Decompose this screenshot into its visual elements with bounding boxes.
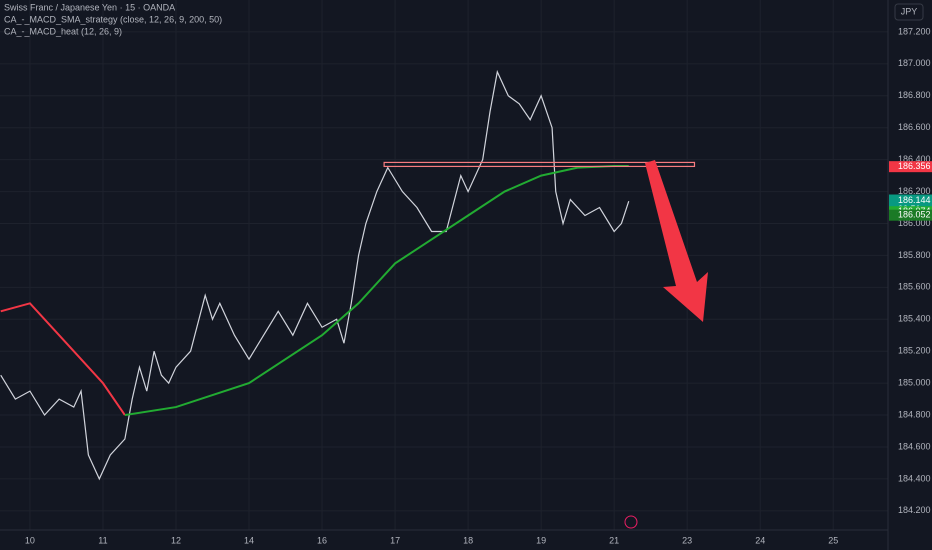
axes: 184.200 184.400 184.600 184.800 185.000 185.2… [25,26,932,545]
y-tick-label: 184.600 [898,441,931,451]
x-tick-label: 25 [828,535,838,545]
x-tick-label: 16 [317,535,327,545]
grid [0,0,888,530]
y-tick-label: 186.200 [898,186,931,196]
y-tick-label: 184.800 [898,409,931,419]
x-tick-label: 18 [463,535,473,545]
price-tag [889,209,932,221]
event-icon[interactable] [624,515,638,529]
price-tag-label: 186.356 [898,161,931,171]
y-tick-label: 184.400 [898,473,931,483]
resistance-level [383,161,696,168]
price-line [0,69,630,481]
chart-title: Swiss Franc / Japanese Yen · 15 · OANDA [4,2,175,12]
x-tick-label: 24 [755,535,765,545]
y-tick-label: 186.800 [898,90,931,100]
indicator: CA_-_MACD_heat (12, 26, 9) [4,26,122,36]
x-tick-label: 21 [609,535,619,545]
indicator: CA_-_MACD_SMA_strategy (close, 12, 26, 9… [4,14,222,24]
y-tick-label: 184.200 [898,505,931,515]
x-tick-label: 19 [536,535,546,545]
currency-button[interactable] [894,3,924,21]
price-tag-label: 186.144 [898,195,931,205]
y-tick-label: 186.000 [898,218,931,228]
price-tag [889,161,932,173]
y-tick-label: 185.400 [898,314,931,324]
x-tick-label: 10 [25,535,35,545]
y-tick-label: 185.600 [898,282,931,292]
y-tick-label: 186.600 [898,122,931,132]
price-line [124,165,629,417]
price-line [0,302,126,416]
y-tick-label: 187.200 [898,26,931,36]
y-tick-label: 186.400 [898,154,931,164]
currency[interactable]: JPY [901,6,918,16]
arrow [645,160,708,322]
x-tick-label: 12 [171,535,181,545]
x-tick-label: 17 [390,535,400,545]
y-tick-label: 185.200 [898,346,931,356]
price-tag-label: 186.052 [898,210,931,220]
x-tick-label: 23 [682,535,692,545]
x-tick-label: 14 [244,535,254,545]
plot [0,69,696,481]
y-tick-label: 187.000 [898,58,931,68]
y-tick-label: 185.800 [898,250,931,260]
y-tick-label: 185.000 [898,378,931,388]
x-tick-label: 11 [98,535,107,545]
